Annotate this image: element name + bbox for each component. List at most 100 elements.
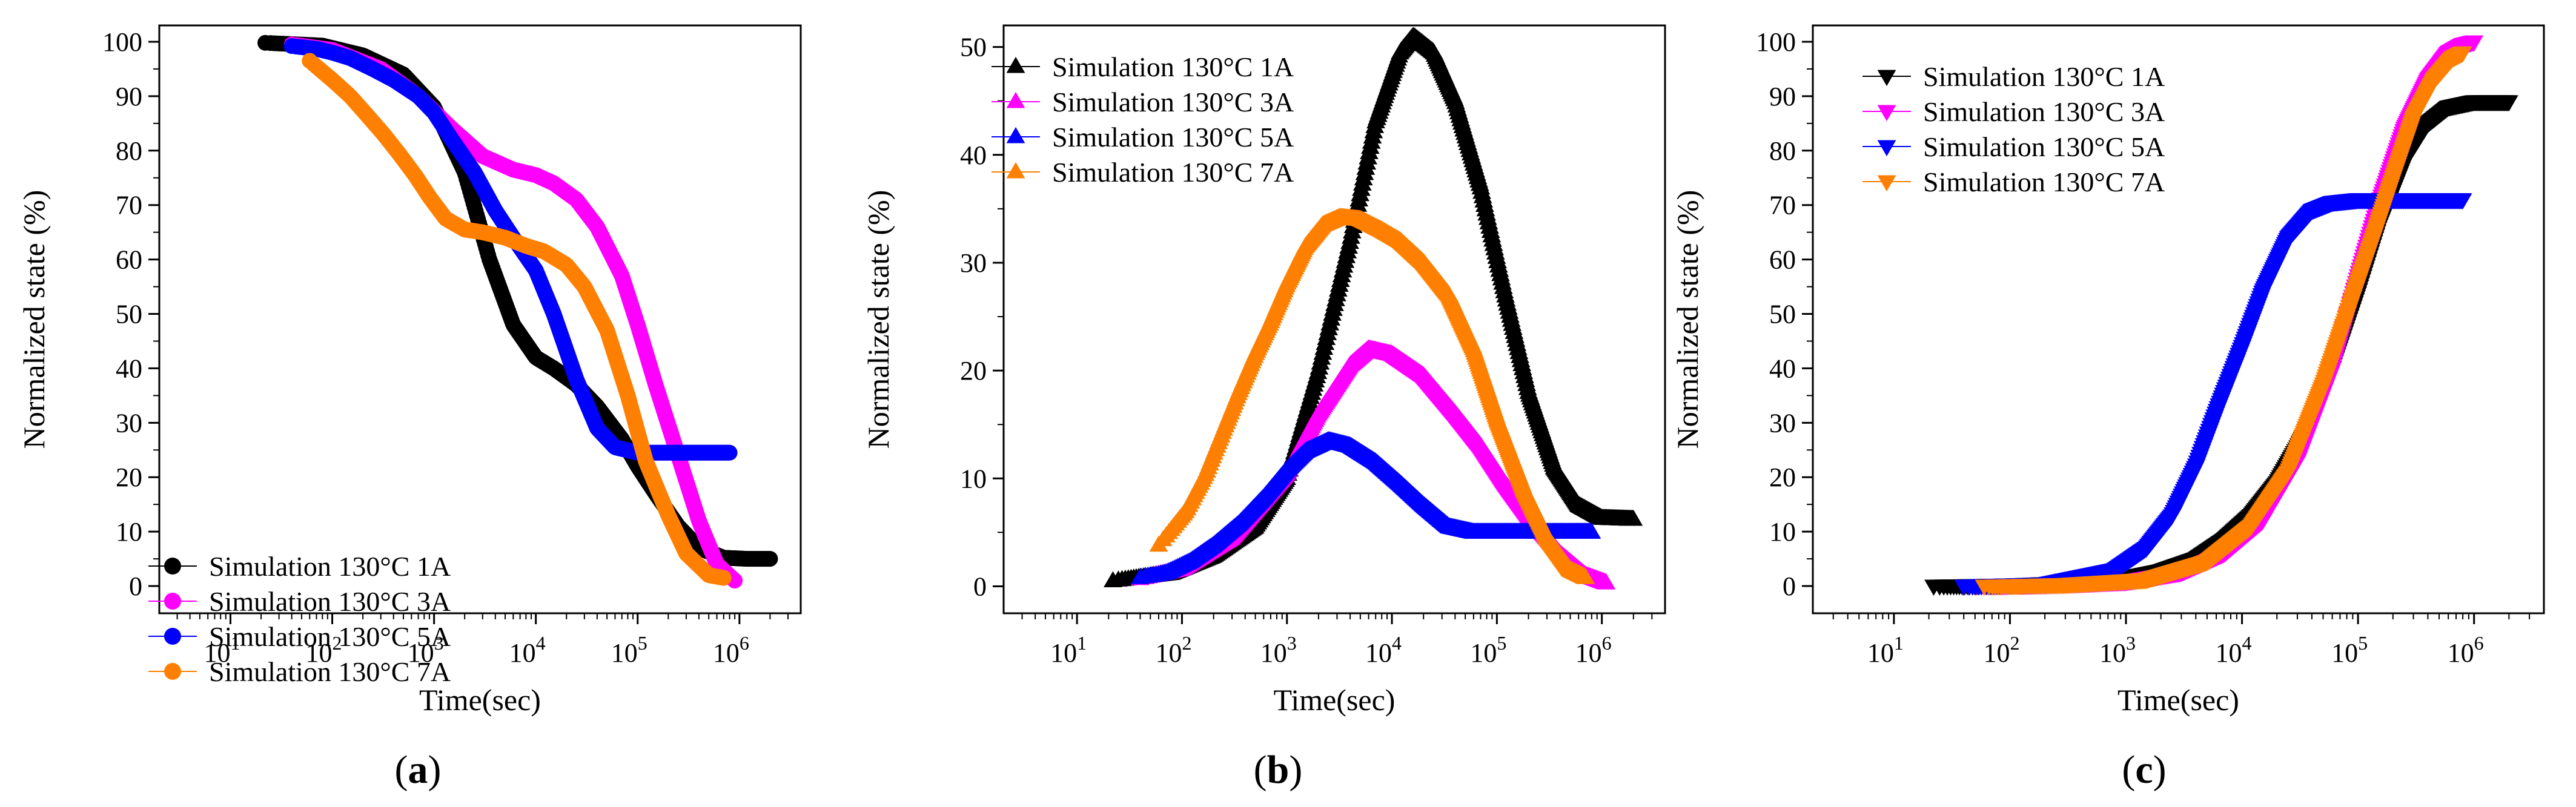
legend-marker <box>1006 127 1025 143</box>
x-tick-label: 103 <box>408 632 444 668</box>
legend-label: Simulation 130°C 7A <box>1052 157 1294 188</box>
x-tick-label: 102 <box>1155 632 1191 668</box>
y-tick-label: 40 <box>116 354 142 383</box>
legend: Simulation 130°C 1A Simulation 130°C 3A Si… <box>148 551 451 687</box>
y-tick-label: 60 <box>1769 245 1796 275</box>
chart-panel-a: 101 102 103 104 105 1060102030405060708090100… <box>17 24 802 792</box>
data-point <box>1576 568 1595 584</box>
y-tick-label: 90 <box>116 82 142 111</box>
plot-area <box>257 35 778 589</box>
series-3 <box>1131 431 1601 584</box>
y-tick-label: 0 <box>129 571 142 601</box>
y-tick-label: 20 <box>116 463 142 492</box>
legend-item: Simulation 130°C 5A <box>148 621 451 652</box>
x-tick-label: 101 <box>1867 632 1904 668</box>
plot-area <box>1924 35 2518 596</box>
y-tick-label: 20 <box>960 356 987 386</box>
x-tick-label: 104 <box>509 632 546 668</box>
plot-frame <box>1812 24 2545 614</box>
data-point <box>1582 522 1601 539</box>
legend-label: Simulation 130°C 3A <box>209 586 451 617</box>
plot-frame <box>1002 24 1666 614</box>
legend-item: Simulation 130°C 3A <box>148 586 451 617</box>
y-tick-label: 0 <box>1783 571 1796 601</box>
x-tick-label: 102 <box>306 632 342 668</box>
legend-label: Simulation 130°C 5A <box>209 621 451 652</box>
y-tick-label: 40 <box>1769 354 1796 383</box>
x-tick-label: 101 <box>204 632 240 668</box>
series-4 <box>302 53 732 586</box>
legend-label: Simulation 130°C 5A <box>1052 122 1294 153</box>
series-1 <box>1104 27 1643 588</box>
legend-marker <box>164 593 181 610</box>
plot-frame <box>158 24 802 614</box>
x-tick-label: 102 <box>1983 632 2019 668</box>
data-point <box>762 551 778 567</box>
data-point <box>2465 35 2484 52</box>
chart-panel-c: 101 102 103 104 105 1060102030405060708090100… <box>1670 24 2545 792</box>
x-tick-label: 106 <box>1575 632 1612 668</box>
y-tick-label: 50 <box>960 33 987 62</box>
x-tick-label: 105 <box>611 632 647 668</box>
y-tick-label: 20 <box>1769 463 1796 492</box>
legend-marker <box>1006 56 1025 73</box>
y-tick-label: 40 <box>960 140 987 170</box>
legend-item: Simulation 130°C 3A <box>992 87 1294 117</box>
y-tick-label: 30 <box>1769 408 1796 438</box>
x-axis-title: Time(sec) <box>1274 683 1396 717</box>
series-3 <box>283 38 738 461</box>
y-tick-label: 60 <box>116 245 142 275</box>
legend-item: Simulation 130°C 1A <box>148 551 451 582</box>
legend-label: Simulation 130°C 7A <box>209 656 451 687</box>
x-tick-label: 101 <box>1050 632 1087 668</box>
legend-marker <box>164 558 181 575</box>
series-3 <box>1954 193 2472 596</box>
legend-label: Simulation 130°C 1A <box>209 551 451 582</box>
legend-item: Simulation 130°C 7A <box>148 656 451 687</box>
series-4 <box>1149 208 1595 584</box>
legend-item: Simulation 130°C 1A <box>992 51 1294 82</box>
y-tick-label: 80 <box>1769 136 1796 166</box>
x-tick-label: 103 <box>1260 632 1297 668</box>
x-tick-label: 104 <box>2216 632 2252 668</box>
y-tick-label: 10 <box>116 517 142 547</box>
x-tick-label: 105 <box>1470 632 1506 668</box>
legend-label: Simulation 130°C 1A <box>1052 51 1294 82</box>
y-axis-title: Normalized state (%) <box>17 190 51 449</box>
data-point <box>1624 509 1643 526</box>
legend-marker <box>164 628 181 645</box>
y-axis-title: Normalized state (%) <box>861 190 895 449</box>
y-tick-label: 70 <box>116 191 142 220</box>
y-tick-label: 30 <box>116 408 142 438</box>
chart-panel-b: 101 102 103 104 105 106 0 10 20 30 40 50 Time(sec) No… <box>861 24 1666 792</box>
panel-label: (a) <box>395 748 442 792</box>
y-tick-label: 50 <box>1769 300 1796 329</box>
data-point <box>721 444 738 461</box>
series-1 <box>257 35 778 567</box>
x-tick-label: 105 <box>2331 632 2368 668</box>
y-tick-label: 10 <box>960 464 987 493</box>
plot-area <box>1104 27 1643 590</box>
y-tick-label: 100 <box>1756 27 1796 57</box>
y-tick-label: 70 <box>1769 191 1796 220</box>
x-axis-title: Time(sec) <box>2117 683 2239 717</box>
legend-item: Simulation 130°C 5A <box>992 122 1294 153</box>
legend-marker <box>1006 91 1025 108</box>
x-tick-label: 103 <box>2099 632 2136 668</box>
x-tick-label: 106 <box>713 632 749 668</box>
y-tick-label: 30 <box>960 248 987 278</box>
legend: Simulation 130°C 1A Simulation 130°C 3A Si… <box>992 51 1294 188</box>
y-tick-label: 0 <box>973 571 987 601</box>
y-tick-label: 10 <box>1769 517 1796 547</box>
y-tick-label: 50 <box>116 300 142 329</box>
data-point <box>715 570 732 586</box>
legend-label: Simulation 130°C 3A <box>1052 87 1294 117</box>
y-tick-label: 80 <box>116 136 142 166</box>
legend-marker <box>1006 162 1025 179</box>
x-tick-label: 104 <box>1365 632 1402 668</box>
panel-label: (b) <box>1254 748 1303 792</box>
y-axis-title: Normalized state (%) <box>1670 190 1704 449</box>
x-axis-title: Time(sec) <box>419 683 541 717</box>
legend-marker <box>164 663 181 680</box>
